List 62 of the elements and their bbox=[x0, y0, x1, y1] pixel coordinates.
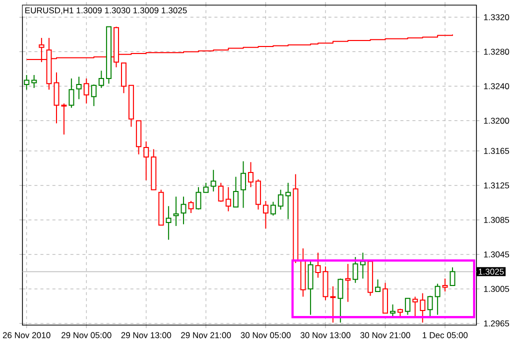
y-tick-label: 1.3005 bbox=[484, 286, 510, 292]
candlestick bbox=[375, 278, 381, 292]
candlestick bbox=[420, 292, 426, 324]
candlestick bbox=[240, 160, 246, 208]
candlestick bbox=[203, 182, 209, 193]
candlestick bbox=[285, 182, 291, 220]
candlestick bbox=[121, 62, 126, 94]
candlestick bbox=[278, 189, 284, 210]
candlestick bbox=[76, 76, 82, 100]
candlestick bbox=[218, 182, 224, 202]
candlestick bbox=[54, 72, 60, 124]
x-tick-label: 26 Nov 2010 bbox=[2, 332, 50, 338]
candlestick bbox=[248, 162, 254, 188]
candlestick bbox=[98, 70, 104, 88]
y-tick-label: 1.3280 bbox=[484, 48, 510, 55]
y-tick-label: 1.3240 bbox=[484, 83, 510, 90]
x-tick-label: 29 Nov 05:00 bbox=[62, 332, 112, 338]
candlestick bbox=[143, 140, 149, 181]
x-tick-label: 30 Nov 21:00 bbox=[360, 332, 410, 338]
candlestick bbox=[173, 196, 179, 226]
candlestick bbox=[338, 278, 344, 324]
candlestick bbox=[188, 200, 194, 214]
candlestick bbox=[412, 296, 418, 318]
candlestick bbox=[442, 278, 448, 292]
y-tick-label: 1.3085 bbox=[484, 216, 510, 223]
candlestick bbox=[91, 84, 97, 107]
candlestick bbox=[31, 74, 37, 88]
candlestick bbox=[434, 283, 440, 316]
candlestick bbox=[210, 169, 216, 192]
candlestick bbox=[360, 252, 366, 280]
candlestick bbox=[233, 176, 239, 208]
candlestick bbox=[352, 256, 358, 284]
ref-line-label: 1.3025 bbox=[478, 268, 504, 275]
y-tick-label: 1.3320 bbox=[484, 14, 510, 20]
candlestick bbox=[84, 78, 90, 104]
y-tick-label: 1.3125 bbox=[484, 182, 510, 188]
candlestick bbox=[330, 286, 336, 324]
y-tick-label: 1.3045 bbox=[484, 251, 510, 258]
candlestick bbox=[68, 78, 74, 108]
candlestick bbox=[270, 201, 276, 216]
candlestick bbox=[345, 263, 351, 302]
x-tick-label: 29 Nov 13:00 bbox=[121, 332, 172, 338]
candlestick bbox=[196, 186, 202, 210]
chart-title: EURUSD,H1 1.3009 1.3030 1.3009 1.3025 bbox=[25, 7, 187, 14]
y-tick-label: 1.2965 bbox=[484, 320, 510, 326]
candlestick bbox=[450, 266, 456, 286]
x-tick-label: 30 Nov 13:00 bbox=[300, 332, 350, 338]
candlestick bbox=[166, 206, 172, 240]
candlestick bbox=[390, 304, 396, 318]
candlestick bbox=[226, 186, 232, 212]
x-tick-label: 30 Nov 05:00 bbox=[240, 332, 291, 338]
x-tick-label: 29 Nov 21:00 bbox=[181, 332, 231, 338]
candlestick bbox=[180, 196, 186, 225]
candlestick bbox=[255, 178, 261, 210]
y-tick-label: 1.3165 bbox=[484, 148, 510, 154]
candlestick bbox=[61, 102, 67, 136]
x-tick-label: 1 Dec 05:00 bbox=[422, 332, 468, 338]
candlestick bbox=[24, 74, 30, 90]
candlestick bbox=[427, 295, 433, 318]
y-tick-label: 1.3200 bbox=[484, 118, 510, 124]
candlestick bbox=[404, 298, 410, 316]
candlestick bbox=[262, 200, 268, 230]
